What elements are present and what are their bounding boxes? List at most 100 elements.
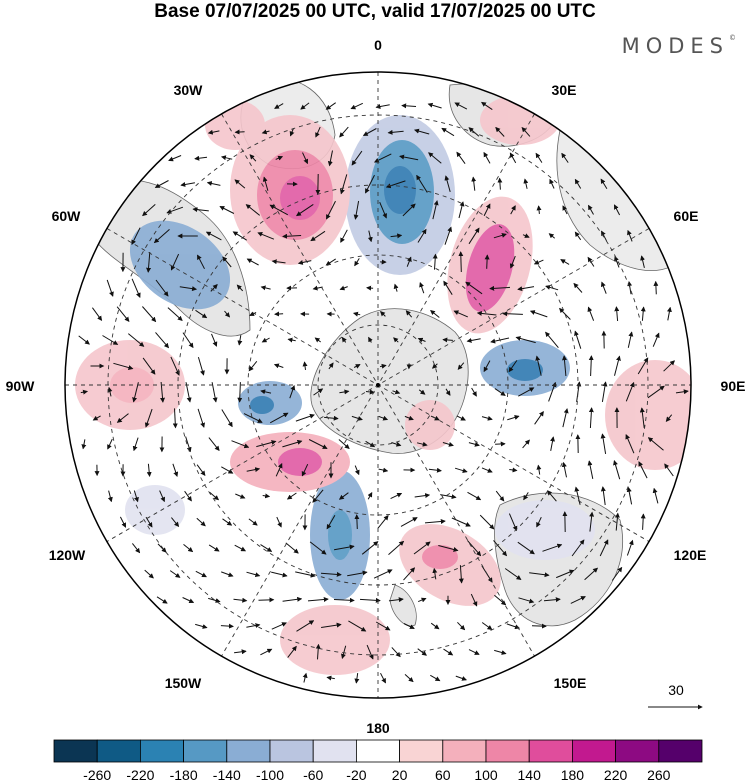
wind-vector (107, 438, 113, 450)
wind-vector (509, 467, 518, 473)
wind-vector (626, 539, 634, 556)
wind-vector (536, 464, 542, 475)
brand-logo: MODES© (622, 34, 736, 58)
wind-vector (536, 516, 542, 528)
wind-vector (428, 467, 442, 473)
wind-vector (155, 279, 169, 297)
wind-vector (432, 253, 438, 270)
wind-vector (442, 337, 453, 343)
lon-label-120e: 120E (674, 547, 707, 563)
wind-vector (468, 127, 480, 137)
wind-vector (182, 332, 194, 349)
wind-vector (92, 415, 101, 421)
wind-vector (379, 202, 387, 219)
wind-vector (535, 152, 543, 163)
wind-vector (260, 648, 273, 656)
wind-vector (639, 407, 645, 428)
wind-vector (517, 286, 535, 292)
wind-vector (390, 492, 403, 500)
lon-label-120w: 120W (49, 547, 86, 563)
wind-vector (494, 594, 507, 606)
wind-vector (393, 283, 399, 292)
wind-vector (413, 541, 431, 555)
colorbar-tick-label: -60 (303, 767, 323, 783)
wind-vector (467, 540, 482, 557)
wind-vector (232, 231, 247, 241)
wind-vector (613, 460, 621, 480)
wind-vector (428, 152, 442, 164)
wind-vector (542, 543, 563, 552)
wind-vector (169, 570, 181, 578)
wind-vector (365, 440, 376, 448)
wind-vector (246, 467, 261, 473)
anomaly-positive-northeast-edge (480, 95, 560, 145)
wind-vector (185, 436, 192, 453)
wind-vector (614, 355, 621, 376)
wind-vector (380, 672, 386, 684)
wind-vector (458, 251, 464, 273)
wind-vector (339, 174, 348, 195)
wind-vector (295, 571, 316, 578)
wind-vector (454, 467, 468, 473)
wind-vector (536, 205, 542, 214)
wind-vector (185, 382, 192, 403)
wind-vector (351, 415, 363, 421)
wind-vector (625, 381, 635, 402)
wind-vector (271, 259, 286, 265)
wind-vector (246, 571, 261, 578)
wind-vector (468, 441, 480, 447)
colorbar-swatch (658, 739, 703, 763)
wind-vector (600, 486, 606, 506)
wind-vector (665, 414, 673, 422)
wind-vector (432, 200, 439, 220)
wind-vector (321, 622, 342, 628)
wind-vector (402, 203, 416, 217)
wind-vector (432, 567, 438, 580)
wind-vector (481, 415, 493, 421)
wind-vector (406, 256, 412, 267)
wind-vector (647, 385, 665, 399)
wind-vector (441, 127, 455, 137)
wind-vector (584, 567, 599, 581)
wind-vector (347, 570, 368, 577)
wind-vector (248, 518, 258, 526)
wind-vector (262, 176, 269, 191)
anomaly-positive-center (405, 400, 455, 450)
wind-vector (361, 541, 379, 555)
wind-vector (302, 361, 308, 370)
wind-vector (354, 258, 360, 267)
wind-vector (146, 251, 152, 273)
wind-vector (456, 415, 466, 421)
wind-vector (222, 256, 232, 268)
wind-vector (548, 233, 556, 239)
colorbar-swatch (528, 739, 573, 763)
anomaly-positive-center-south-core (278, 448, 322, 476)
wind-vector (236, 284, 244, 292)
wind-vector (456, 151, 466, 164)
wind-vector (627, 280, 633, 295)
wind-vector (234, 649, 247, 655)
wind-vector (127, 333, 145, 347)
wind-vector (387, 129, 404, 135)
wind-vector (274, 103, 284, 109)
wind-vector (430, 309, 440, 318)
map-border (64, 71, 692, 699)
wind-vector (454, 102, 468, 110)
anomaly-negative-north-peak (384, 166, 416, 214)
wind-vector (589, 511, 595, 532)
wind-vector (341, 336, 347, 343)
wind-vector (570, 596, 586, 604)
wind-vector (333, 597, 355, 603)
colorbar-swatch (226, 739, 271, 763)
wind-vectors (78, 101, 689, 684)
wind-vector (392, 389, 401, 395)
wind-vector (493, 540, 508, 557)
wind-vector (295, 413, 315, 422)
wind-vector (183, 544, 194, 553)
wind-vector (556, 569, 575, 579)
wind-vector (494, 388, 506, 396)
wind-vector (458, 201, 465, 219)
wind-vector (184, 490, 192, 502)
wind-vector (205, 231, 222, 241)
wind-vector (170, 253, 180, 271)
